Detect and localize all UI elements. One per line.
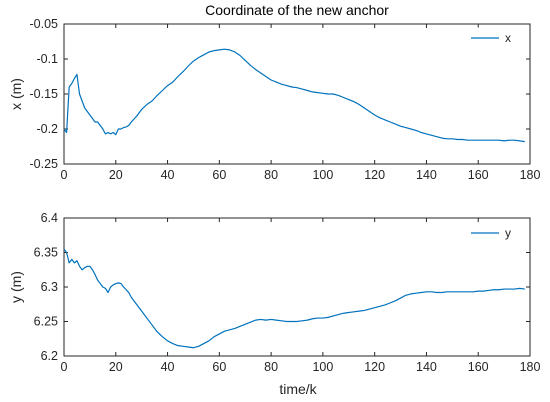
x-tick-label: 80 xyxy=(264,360,278,374)
x-tick-label: 60 xyxy=(212,168,226,182)
x-tick-label: 180 xyxy=(520,360,541,374)
x-tick-label: 60 xyxy=(212,360,226,374)
legend-box xyxy=(467,222,523,242)
x-axis-label: time/k xyxy=(279,381,317,397)
x-tick-label: 100 xyxy=(312,360,333,374)
legend-label: x xyxy=(505,31,511,45)
x-tick-label: 20 xyxy=(109,168,123,182)
x-tick-label: 80 xyxy=(264,168,278,182)
y-tick-label: -0.15 xyxy=(30,87,59,101)
y-tick-label: -0.1 xyxy=(36,52,58,66)
x-tick-label: 40 xyxy=(161,360,175,374)
y-axis-label: y (m) xyxy=(8,271,24,303)
y-tick-label: -0.05 xyxy=(30,17,59,31)
series-line-y xyxy=(63,248,525,349)
x-tick-label: 120 xyxy=(364,360,385,374)
legend-box xyxy=(467,27,523,47)
y-axis-label: x (m) xyxy=(8,78,24,110)
x-tick-label: 140 xyxy=(416,360,437,374)
y-tick-label: 6.25 xyxy=(34,315,58,329)
x-tick-label: 160 xyxy=(468,360,489,374)
plot-area xyxy=(63,217,531,357)
series-line-x xyxy=(63,48,525,143)
legend: x xyxy=(467,27,523,47)
y-tick-label: 6.4 xyxy=(41,211,58,225)
x-tick-label: 120 xyxy=(364,168,385,182)
legend: y xyxy=(467,222,523,242)
chart-title: Coordinate of the new anchor xyxy=(205,2,389,18)
top-axes-x-coordinate: 0 20 40 60 80 100 120 140 160 180 -0.25 -0.2 -0.15 -0… xyxy=(8,17,540,182)
legend-label: y xyxy=(505,226,511,240)
x-tick-label: 40 xyxy=(161,168,175,182)
y-tick-label: -0.25 xyxy=(30,157,59,171)
x-tick-label: 20 xyxy=(109,360,123,374)
plot-area xyxy=(63,23,531,165)
y-tick-label: 6.35 xyxy=(34,246,58,260)
y-tick-label: 6.3 xyxy=(41,280,58,294)
bottom-axes-y-coordinate: 0 20 40 60 80 100 120 140 160 180 6.2 6.25 6.3 6.35 6.… xyxy=(8,211,540,374)
y-tick-label: 6.2 xyxy=(41,349,58,363)
x-tick-label: 140 xyxy=(416,168,437,182)
x-tick-label: 0 xyxy=(61,168,68,182)
x-tick-label: 100 xyxy=(312,168,333,182)
x-tick-label: 160 xyxy=(468,168,489,182)
y-tick-label: -0.2 xyxy=(36,122,58,136)
x-tick-label: 180 xyxy=(520,168,541,182)
x-tick-label: 0 xyxy=(61,360,68,374)
